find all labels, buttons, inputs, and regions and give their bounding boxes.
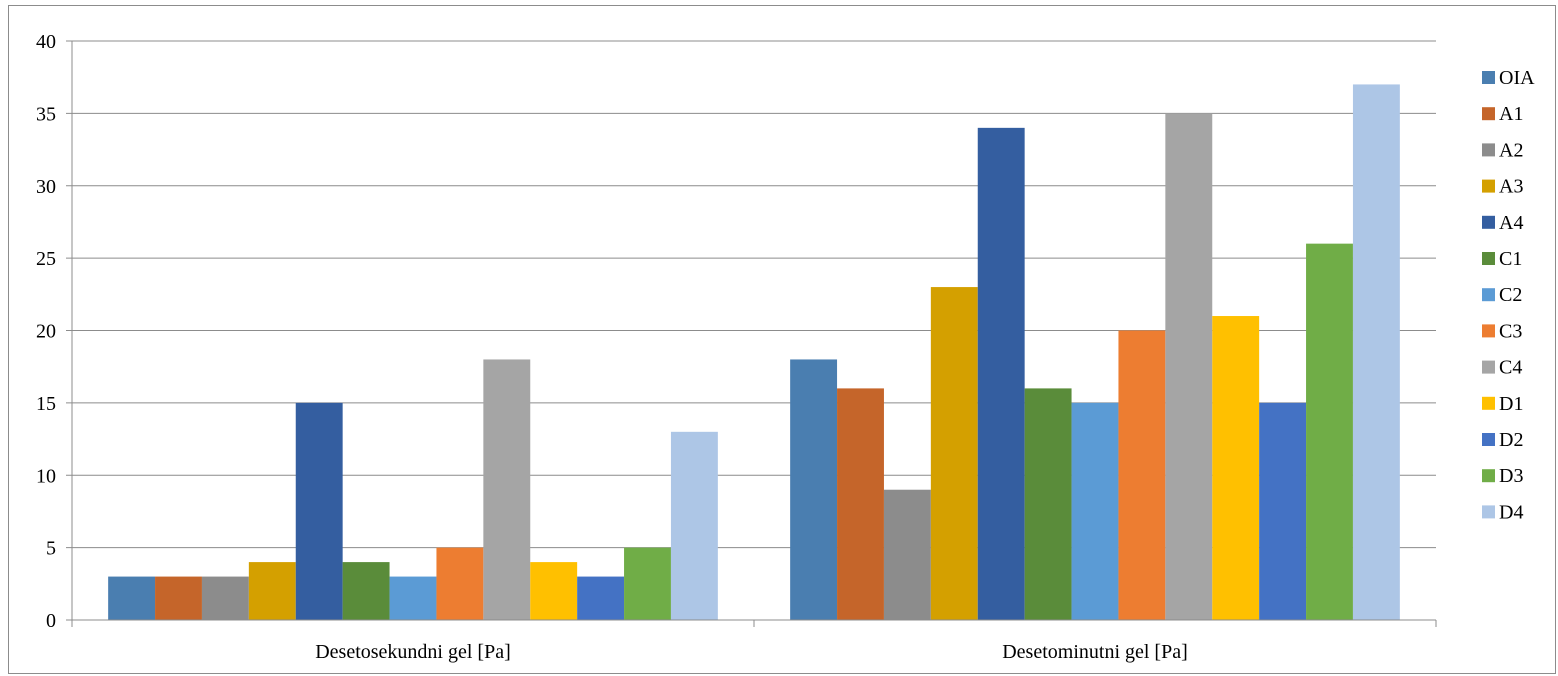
- bar: [624, 547, 671, 620]
- bar: [342, 562, 390, 620]
- legend-label: C1: [1499, 248, 1522, 270]
- legend-label: D3: [1499, 465, 1523, 487]
- legend-swatch: [1482, 396, 1495, 410]
- y-tick-label: 35: [36, 103, 56, 125]
- legend-label: A2: [1499, 139, 1523, 161]
- bar: [483, 359, 531, 620]
- y-tick-label: 20: [36, 321, 56, 343]
- y-axis-ticks: 0 5 10 15 20 25 30 35 40: [36, 31, 72, 632]
- bar: [436, 547, 484, 620]
- x-category-label: Desetominutni gel [Pa]: [1002, 641, 1188, 663]
- legend-swatch: [1482, 433, 1495, 446]
- bar: [1071, 402, 1119, 620]
- bar: [930, 287, 978, 620]
- legend: OIA A1 A2 A3 A4 C1 C2 C3 C4 D1 D2 D3 D4: [1482, 67, 1535, 523]
- legend-label: D4: [1499, 501, 1523, 523]
- y-tick-label: 5: [46, 538, 56, 560]
- legend-label: A4: [1499, 212, 1523, 234]
- bar: [1165, 113, 1213, 620]
- legend-swatch: [1482, 143, 1495, 157]
- bar: [530, 562, 578, 620]
- bars: [108, 84, 1400, 621]
- bar: [1259, 402, 1307, 620]
- legend-swatch: [1482, 288, 1495, 302]
- legend-swatch: [1482, 252, 1495, 265]
- bar: [1118, 330, 1166, 620]
- legend-swatch: [1482, 505, 1495, 519]
- bar: [201, 576, 249, 620]
- bar: [1352, 84, 1400, 621]
- bar: [1212, 316, 1260, 620]
- legend-label: A1: [1499, 103, 1523, 125]
- legend-label: C4: [1499, 357, 1522, 379]
- y-tick-label: 15: [36, 393, 56, 415]
- y-tick-label: 30: [36, 176, 56, 198]
- x-axis-categories: Desetosekundni gel [Pa] Desetominutni gel…: [71, 620, 1437, 663]
- legend-label: D1: [1499, 393, 1523, 415]
- legend-swatch: [1482, 179, 1495, 193]
- bar: [389, 576, 437, 620]
- legend-label: A3: [1499, 176, 1523, 198]
- legend-label: OIA: [1499, 67, 1535, 89]
- bar: [1024, 388, 1072, 620]
- legend-swatch: [1482, 360, 1495, 374]
- x-category-label: Desetosekundni gel [Pa]: [315, 641, 511, 663]
- legend-swatch: [1482, 107, 1495, 121]
- legend-swatch: [1482, 324, 1495, 338]
- bar: [837, 388, 884, 620]
- bar: [295, 402, 343, 620]
- bar: [155, 576, 202, 620]
- bar: [670, 431, 718, 620]
- legend-swatch: [1482, 469, 1495, 483]
- legend-label: C2: [1499, 284, 1522, 306]
- legend-label: D2: [1499, 429, 1523, 451]
- legend-swatch: [1482, 215, 1495, 229]
- y-tick-label: 25: [36, 248, 56, 270]
- bar: [883, 489, 931, 620]
- y-tick-label: 10: [36, 465, 56, 487]
- bar: [577, 576, 625, 620]
- bar: [790, 359, 838, 620]
- bar: [108, 576, 156, 620]
- y-tick-label: 0: [46, 610, 56, 632]
- bar: [1306, 243, 1353, 620]
- bar: [248, 562, 296, 620]
- y-tick-label: 40: [36, 31, 56, 53]
- bar: [977, 127, 1025, 620]
- legend-label: C3: [1499, 320, 1522, 342]
- legend-swatch: [1482, 71, 1495, 84]
